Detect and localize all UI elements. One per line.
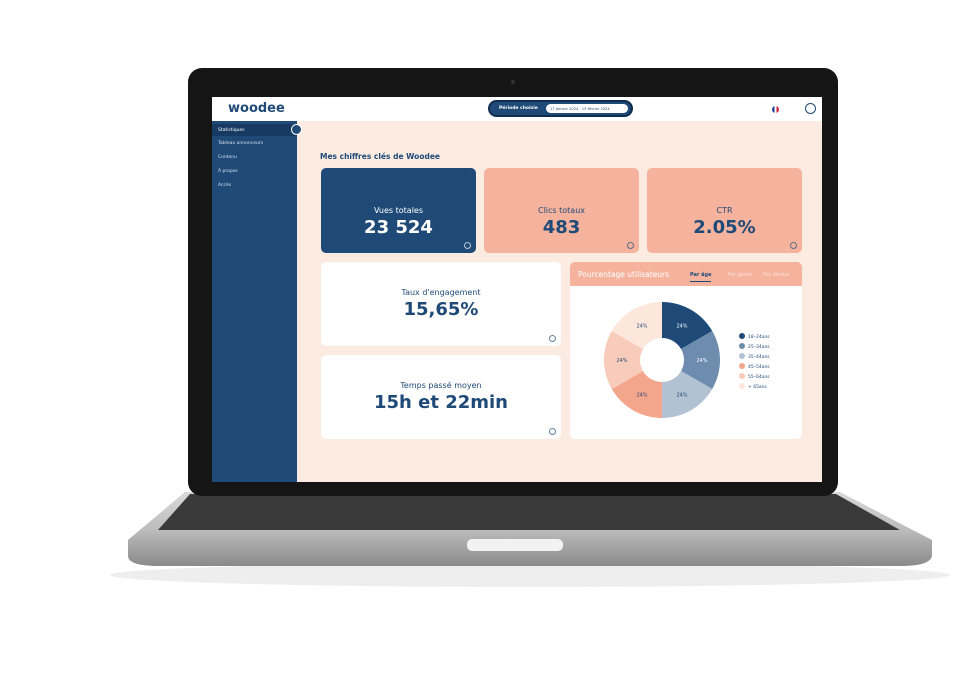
donut-slice xyxy=(662,302,713,349)
legend-label: 55–64ans xyxy=(748,374,770,380)
donut-slice xyxy=(611,302,662,349)
slice-label: 24% xyxy=(616,358,627,364)
slice-label: 24% xyxy=(696,358,707,364)
slice-label: 24% xyxy=(636,393,647,399)
slice-label: 24% xyxy=(676,323,687,329)
card-label: Clics totaux xyxy=(537,206,585,215)
shadow xyxy=(110,563,950,587)
nav-item[interactable]: Tableau annonceurs xyxy=(218,141,264,146)
screen: woodee Période choisie 17 janvier 2024 -… xyxy=(212,97,822,482)
nav-item[interactable]: Contenu xyxy=(218,155,237,160)
nav-item[interactable]: Statistiques xyxy=(218,128,245,133)
card-label: Temps passé moyen xyxy=(400,381,482,390)
legend-label: 35–44ans xyxy=(748,354,770,360)
stat-card: Temps passé moyen 15h et 22min xyxy=(321,355,561,439)
trackpad-notch xyxy=(467,539,563,551)
user-avatar[interactable] xyxy=(805,103,816,114)
camera xyxy=(511,80,515,84)
card-value: 15h et 22min xyxy=(374,392,508,413)
card-value: 15,65% xyxy=(403,299,479,320)
legend-swatch xyxy=(739,363,745,369)
card-label: CTR xyxy=(716,206,733,215)
donut-slice xyxy=(611,371,662,418)
tab[interactable]: Par device xyxy=(763,272,789,278)
pie-card-header: Pourcentage utilisateurs Par âge Par gen… xyxy=(570,262,802,286)
period-label: Période choisie xyxy=(499,106,538,111)
legend-swatch xyxy=(739,343,745,349)
period-value[interactable]: 17 janvier 2024 - 15 février 2024 xyxy=(546,104,628,113)
donut-slice xyxy=(681,331,720,389)
legend-swatch xyxy=(739,373,745,379)
legend-swatch xyxy=(739,383,745,389)
card-label: Vues totales xyxy=(373,206,423,215)
section-title: Mes chiffres clés de Woodee xyxy=(320,152,441,161)
pie-card-title: Pourcentage utilisateurs xyxy=(578,270,670,279)
slice-label: 24% xyxy=(676,393,687,399)
card-value: 23 524 xyxy=(364,217,433,238)
legend-swatch xyxy=(739,333,745,339)
legend-label: 45–54ans xyxy=(748,364,770,370)
donut-chart: 24% 18–24ans 24% 25–34ans 24% 35–44ans 24% 45–5… xyxy=(604,302,770,418)
tab[interactable]: Par âge xyxy=(690,272,712,282)
header: woodee Période choisie 17 janvier 2024 -… xyxy=(212,97,822,121)
stat-card: Taux d'engagement 15,65% xyxy=(321,262,561,346)
donut-slice xyxy=(604,331,643,389)
stat-card: CTR 2.05% xyxy=(647,168,802,253)
period-picker[interactable]: Période choisie 17 janvier 2024 - 15 fév… xyxy=(488,100,633,117)
pie-card: Pourcentage utilisateurs Par âge Par gen… xyxy=(570,262,802,439)
slice-label: 24% xyxy=(636,323,647,329)
logo[interactable]: woodee xyxy=(228,101,285,116)
legend-label: + 65ans xyxy=(748,384,768,390)
legend-label: 18–24ans xyxy=(748,334,770,340)
keyboard xyxy=(158,494,900,530)
active-item-bg xyxy=(212,124,297,136)
collapse-button[interactable] xyxy=(291,124,302,135)
donut-slice xyxy=(662,371,713,418)
legend-swatch xyxy=(739,353,745,359)
stat-card: Vues totales 23 524 xyxy=(321,168,476,253)
card-label: Taux d'engagement xyxy=(401,288,481,297)
nav-item[interactable]: À propos xyxy=(218,169,238,174)
legend-label: 25–34ans xyxy=(748,344,770,350)
card-value: 2.05% xyxy=(693,217,756,238)
card-value: 483 xyxy=(542,217,581,238)
sidebar: Statistiques Tableau annonceurs Contenu … xyxy=(212,121,297,482)
stat-card: Clics totaux 483 xyxy=(484,168,639,253)
language-flag[interactable] xyxy=(772,106,779,113)
tab[interactable]: Par genre xyxy=(728,272,752,278)
nav-item[interactable]: Accès xyxy=(218,183,232,188)
